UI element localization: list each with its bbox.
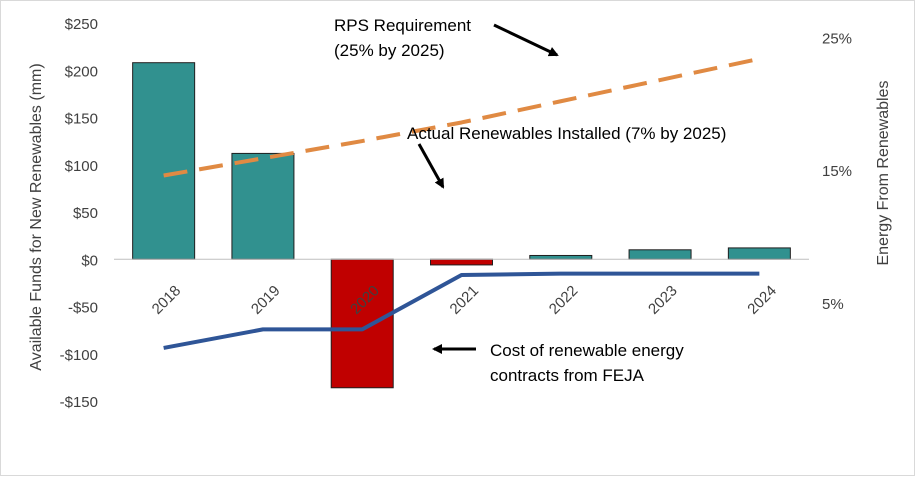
annotation-cost-contracts: Cost of renewable energy xyxy=(490,341,684,360)
secondary-y-tick-label: 5% xyxy=(822,296,844,313)
y-tick-label: $250 xyxy=(65,16,98,33)
annotation-rps-requirement: RPS Requirement xyxy=(334,16,471,35)
annotation-actual-renewables: Actual Renewables Installed (7% by 2025) xyxy=(407,124,726,143)
line-series xyxy=(163,56,760,350)
secondary-y-axis-tick-labels: 25% 15% 5% xyxy=(822,31,852,313)
y-tick-label: -$50 xyxy=(68,300,98,317)
x-tick-label: 2023 xyxy=(645,282,681,318)
y-tick-label: $0 xyxy=(81,252,98,269)
secondary-y-axis-title: Energy From Renewables xyxy=(875,81,892,266)
arrow-actual-renewables xyxy=(417,143,445,189)
x-tick-label: 2019 xyxy=(248,282,284,318)
secondary-y-tick-label: 25% xyxy=(822,31,852,48)
bar-series xyxy=(132,62,791,389)
y-tick-label: $150 xyxy=(65,111,98,128)
x-tick-label: 2022 xyxy=(546,282,582,318)
y-axis-tick-labels: $250 $200 $150 $100 $50 $0 -$50 -$100 -$150 xyxy=(60,16,98,411)
x-tick-label: 2018 xyxy=(149,282,185,318)
y-tick-label: $100 xyxy=(65,158,98,175)
actual-renewables-line xyxy=(163,271,760,350)
x-tick-label: 2021 xyxy=(447,282,483,318)
bar-2020 xyxy=(330,258,394,389)
x-tick-label: 2024 xyxy=(744,282,780,318)
y-axis-title: Available Funds for New Renewables (mm) xyxy=(28,63,45,370)
y-tick-label: -$150 xyxy=(60,394,98,411)
bar-2018 xyxy=(132,62,196,260)
secondary-y-tick-label: 15% xyxy=(822,163,852,180)
arrow-rps-requirement xyxy=(493,23,559,57)
bar-2019 xyxy=(231,152,295,260)
bar-2024 xyxy=(727,247,791,260)
y-tick-label: -$100 xyxy=(60,347,98,364)
y-tick-label: $200 xyxy=(65,63,98,80)
bar-2022 xyxy=(529,254,593,260)
annotation-cost-contracts-source: contracts from FEJA xyxy=(490,366,645,385)
annotation-rps-target: (25% by 2025) xyxy=(334,41,445,60)
bar-2021 xyxy=(430,258,493,266)
x-axis-tick-labels: 2018 2019 2020 2021 2022 2023 2024 xyxy=(149,282,780,318)
bar-2023 xyxy=(628,249,692,260)
y-tick-label: $50 xyxy=(73,205,98,222)
rps-requirement-line xyxy=(163,56,760,178)
